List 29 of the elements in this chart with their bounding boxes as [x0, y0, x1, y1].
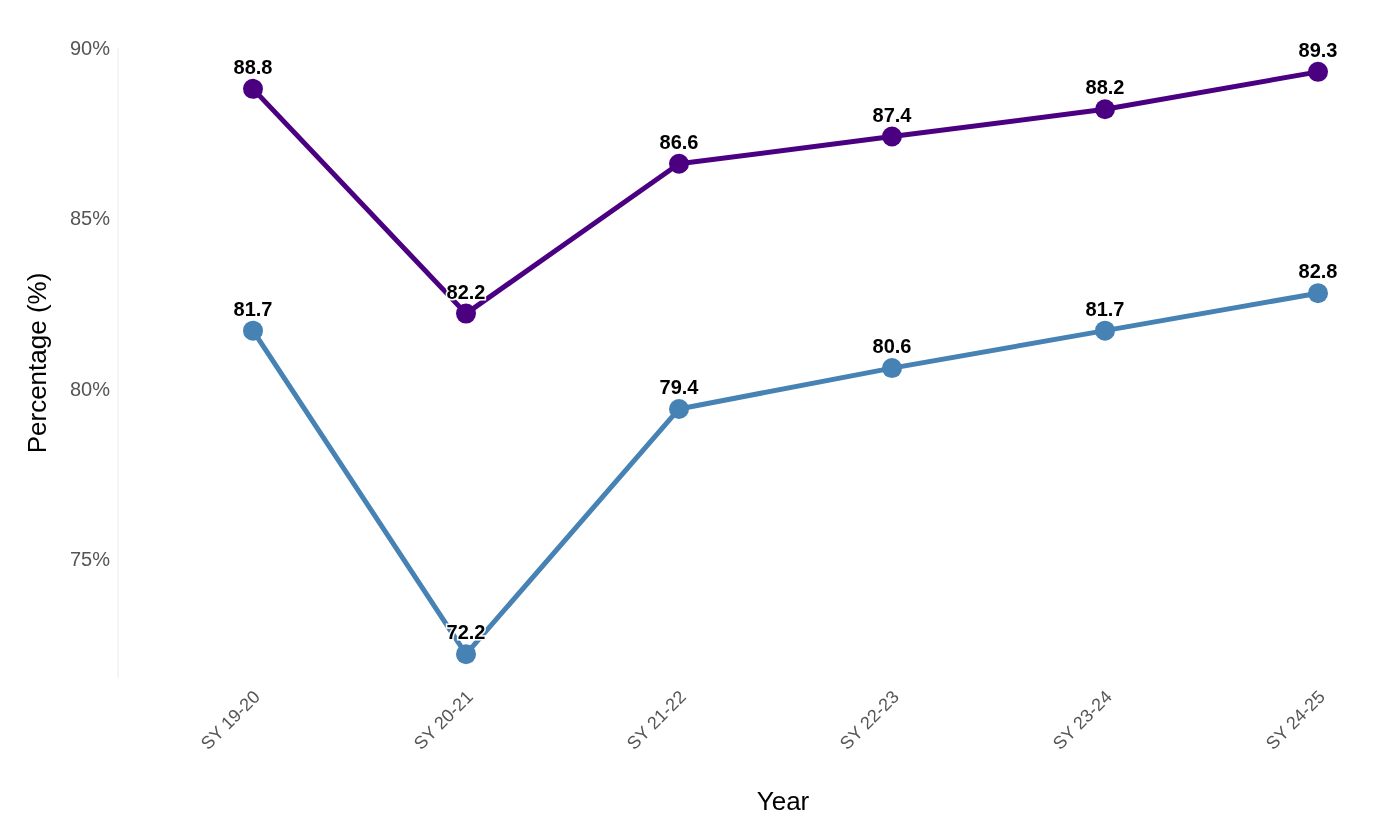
point	[882, 126, 902, 147]
point	[243, 78, 263, 99]
data-label: 87.4	[872, 103, 913, 126]
point	[1308, 283, 1328, 304]
point	[882, 358, 902, 379]
y-axis-title: Percentage (%)	[22, 272, 52, 454]
point	[456, 303, 476, 324]
y-tick-label: 85%	[69, 207, 111, 230]
point	[1308, 61, 1328, 82]
point	[243, 320, 263, 341]
x-axis-title: Year	[756, 786, 810, 816]
point	[456, 644, 476, 665]
data-label: 88.8	[233, 55, 273, 78]
point	[1095, 99, 1115, 120]
point	[669, 153, 689, 174]
point	[669, 398, 689, 419]
data-label: 89.3	[1298, 38, 1338, 61]
data-label: 86.6	[659, 130, 699, 153]
point	[1095, 320, 1115, 341]
y-tick-label: 90%	[69, 37, 111, 59]
data-label: 82.8	[1298, 260, 1338, 283]
data-label: 82.2	[446, 280, 486, 303]
data-label: 79.4	[659, 375, 700, 398]
y-tick-label: 75%	[69, 547, 111, 570]
y-tick-label: 80%	[69, 377, 111, 400]
data-label: 88.2	[1085, 76, 1125, 99]
data-label: 81.7	[1085, 297, 1125, 320]
data-label: 81.7	[233, 297, 273, 320]
data-label: 80.6	[872, 335, 912, 358]
